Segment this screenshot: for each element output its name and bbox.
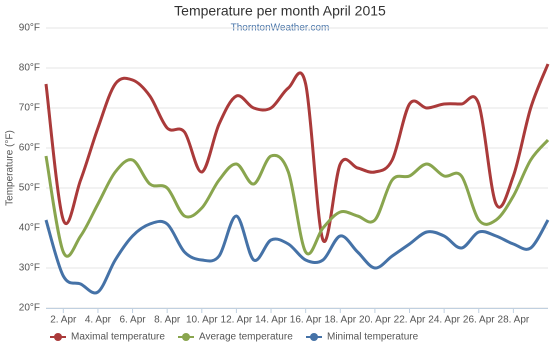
x-tick-label: 28. Apr	[498, 315, 530, 326]
legend-label: Maximal temperature	[71, 332, 165, 343]
y-tick-label: 50°F	[19, 183, 40, 194]
x-tick-label: 16. Apr	[290, 315, 322, 326]
legend-marker	[182, 333, 190, 341]
y-tick-label: 60°F	[19, 143, 40, 154]
legend-label: Average temperature	[199, 332, 293, 343]
x-tick-label: 2. Apr	[50, 315, 77, 326]
y-tick-label: 30°F	[19, 263, 40, 274]
x-tick-label: 18. Apr	[324, 315, 356, 326]
x-tick-label: 6. Apr	[119, 315, 146, 326]
x-tick-label: 22. Apr	[394, 315, 426, 326]
x-tick-label: 26. Apr	[463, 315, 495, 326]
series-line	[44, 138, 550, 258]
x-tick-label: 10. Apr	[186, 315, 218, 326]
y-axis-label: Temperature (°F)	[5, 130, 16, 206]
x-tick-label: 24. Apr	[428, 315, 460, 326]
chart-title: Temperature per month April 2015	[174, 3, 386, 19]
y-tick-label: 40°F	[19, 223, 40, 234]
x-tick-label: 20. Apr	[359, 315, 391, 326]
y-tick-label: 90°F	[19, 23, 40, 34]
legend-label: Minimal temperature	[327, 332, 419, 343]
legend-marker	[310, 333, 318, 341]
series-line	[44, 214, 550, 295]
series-line	[44, 63, 550, 244]
x-tick-label: 8. Apr	[154, 315, 181, 326]
x-tick-label: 4. Apr	[85, 315, 112, 326]
y-tick-label: 80°F	[19, 63, 40, 74]
legend-marker	[54, 333, 62, 341]
x-tick-label: 14. Apr	[255, 315, 287, 326]
x-tick-label: 12. Apr	[221, 315, 253, 326]
y-tick-label: 70°F	[19, 103, 40, 114]
y-tick-label: 20°F	[19, 303, 40, 314]
